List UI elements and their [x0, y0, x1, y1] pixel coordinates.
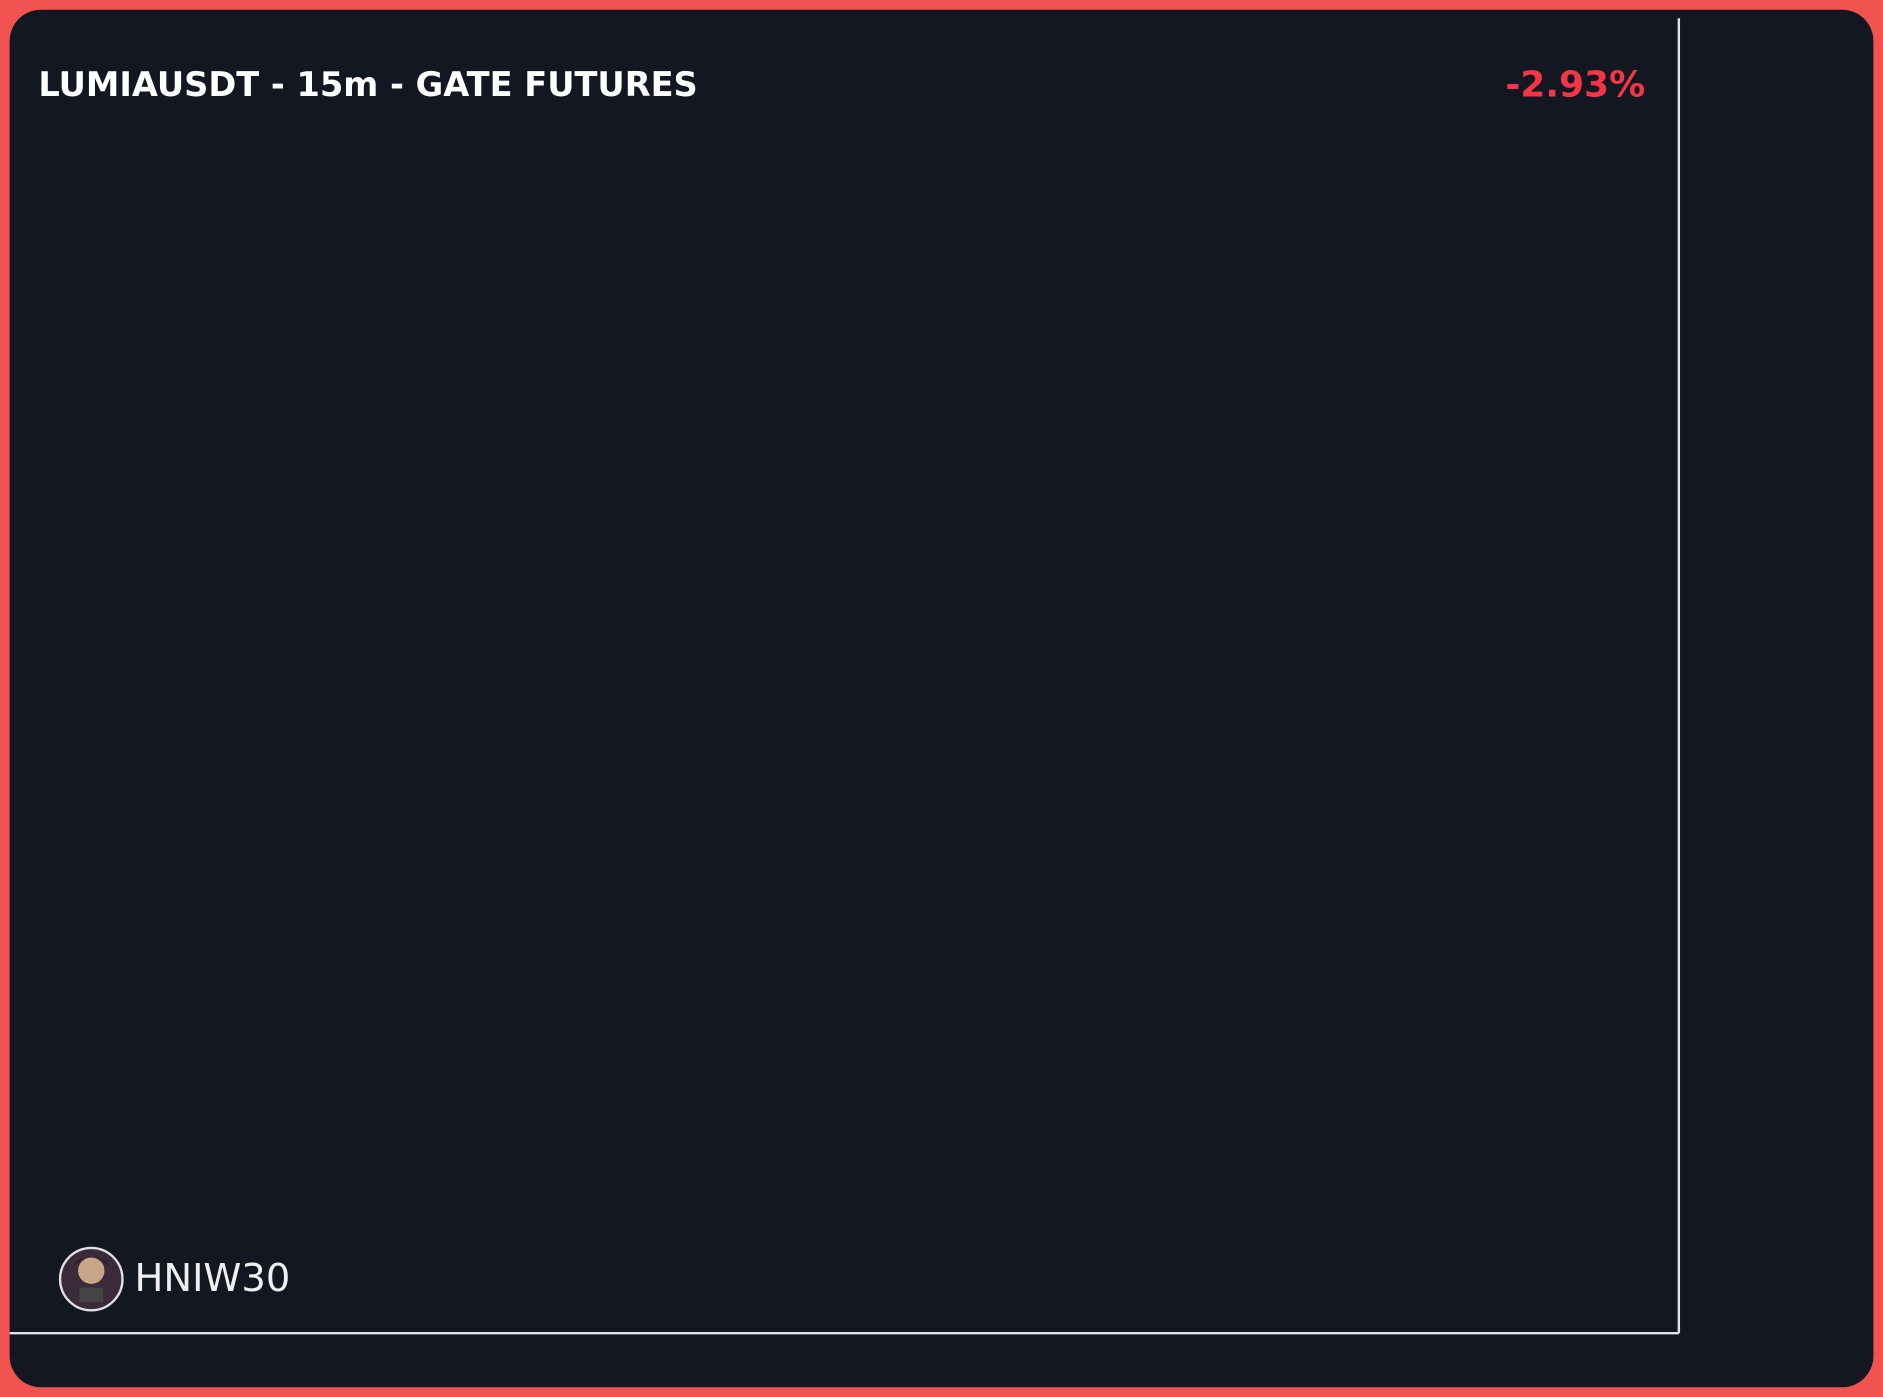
avatar-face [78, 1257, 105, 1284]
chart-title: LUMIAUSDT - 15m - GATE FUTURES [38, 65, 697, 104]
avatar-body [79, 1287, 104, 1302]
panel [9, 9, 1874, 1388]
watermark: HNIW30 [58, 1246, 291, 1312]
change-label: -2.93% [1505, 65, 1645, 106]
watermark-text: HNIW30 [135, 1256, 291, 1301]
avatar-hair [72, 1256, 111, 1269]
